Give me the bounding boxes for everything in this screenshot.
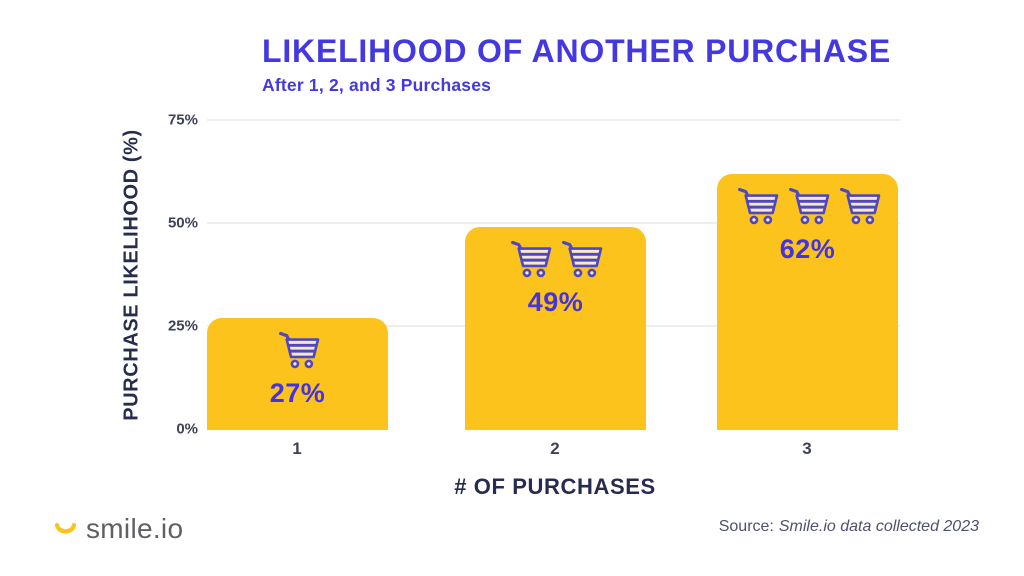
cart-row [508, 239, 603, 279]
source-prefix: Source: [718, 518, 774, 535]
bar-value-label-3: 62% [779, 233, 836, 264]
bar-value-label-1: 27% [269, 378, 326, 409]
shopping-cart-icon [278, 332, 319, 369]
x-tick-3: 3 [802, 439, 812, 458]
y-tick-25: 25% [167, 317, 198, 335]
bar-value-label-2: 49% [527, 287, 584, 318]
cart-row [735, 186, 881, 226]
x-axis-label: # OF PURCHASES [454, 474, 656, 499]
shopping-cart-icon [737, 187, 778, 224]
chart-subtitle: After 1, 2, and 3 Purchases [262, 75, 492, 96]
bar-1-purchase: 27% [207, 318, 388, 430]
source-text: Smile.io data collected 2023 [778, 518, 979, 535]
plot-area: 27% 49% [207, 119, 900, 430]
y-axis-label: PURCHASE LIKELIHOOD (%) [120, 129, 143, 421]
x-tick-1: 1 [292, 439, 302, 458]
logo-text: smile.io [86, 513, 184, 544]
bar-3-purchases: 62% [717, 173, 898, 430]
shopping-cart-icon [511, 241, 552, 278]
y-tick-0: 0% [176, 420, 198, 438]
gridline-75 [207, 119, 900, 121]
chart-title: LIKELIHOOD OF ANOTHER PURCHASE [262, 33, 892, 69]
shopping-cart-icon [788, 187, 829, 224]
shopping-cart-icon [839, 187, 880, 224]
y-tick-50: 50% [167, 214, 198, 232]
smile-icon [54, 522, 77, 533]
shopping-cart-icon [562, 241, 603, 278]
source-note: Source: Smile.io data collected 2023 [719, 518, 979, 536]
gridline-50 [207, 222, 900, 224]
cart-row [276, 330, 320, 370]
y-tick-75: 75% [167, 111, 198, 129]
chart-header: LIKELIHOOD OF ANOTHER PURCHASE After 1, … [262, 33, 892, 96]
x-tick-2: 2 [550, 439, 560, 458]
smileio-logo: smile.io [54, 513, 183, 545]
bar-2-purchases: 49% [465, 227, 646, 430]
